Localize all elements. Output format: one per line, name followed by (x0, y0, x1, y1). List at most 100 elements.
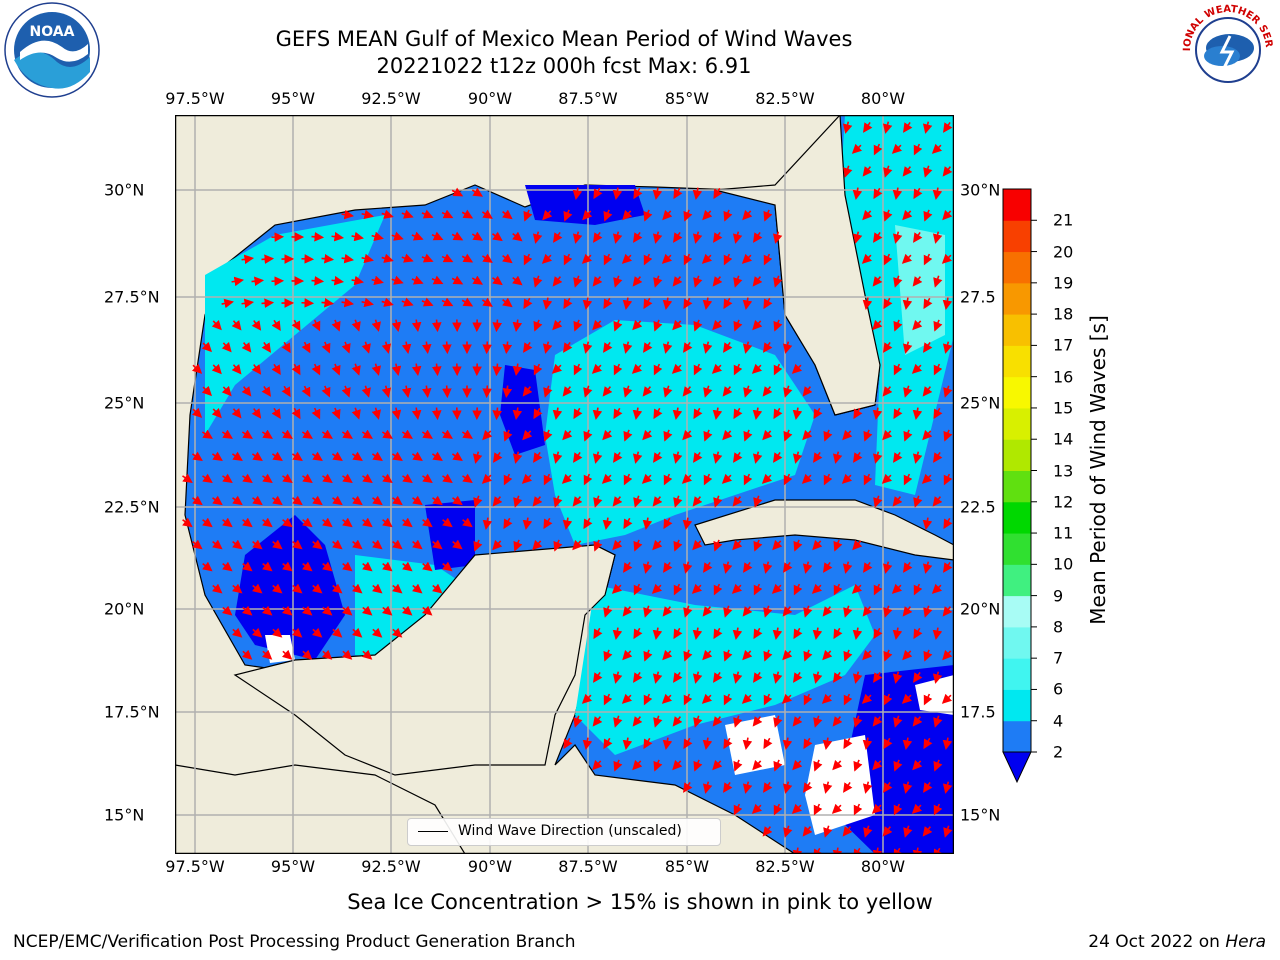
lon-tick-top-8: 80°W (860, 89, 906, 108)
wind-arrow (192, 495, 203, 506)
wind-arrow (883, 165, 893, 178)
wind-arrow (742, 737, 753, 750)
lon-tick-bottom-7: 82.5°W (755, 857, 815, 876)
wind-arrow (652, 539, 663, 551)
wind-arrow (613, 715, 623, 728)
wind-arrow (702, 297, 713, 310)
wind-arrow (702, 649, 713, 661)
wind-arrow (642, 386, 653, 397)
lon-tick-bottom-4: 90°W (467, 857, 513, 876)
wind-arrow (522, 517, 533, 530)
wind-arrow (783, 825, 793, 838)
wind-arrow (361, 429, 373, 439)
wind-arrow (471, 231, 484, 241)
wind-arrow (832, 759, 843, 771)
wind-arrow (802, 386, 813, 397)
wind-arrow (731, 583, 743, 594)
wind-arrow (302, 517, 313, 528)
wind-arrow (262, 517, 273, 528)
wind-arrow (753, 583, 763, 596)
wind-arrow (432, 539, 443, 550)
wind-arrow (322, 517, 333, 528)
wind-arrow (331, 627, 343, 638)
wind-arrow (211, 407, 222, 419)
lat-tick-left-5: 20°N (104, 599, 145, 619)
wind-arrow (622, 341, 633, 354)
wind-arrow (693, 363, 703, 376)
wind-arrow (512, 275, 523, 286)
wind-arrow (851, 143, 863, 154)
wind-arrow (231, 320, 242, 331)
wind-arrow (412, 539, 423, 550)
wind-arrow (853, 803, 863, 816)
wind-arrow (652, 671, 663, 684)
wind-arrow (533, 275, 543, 288)
wind-arrow (803, 649, 813, 662)
wind-arrow (692, 496, 703, 507)
colorbar-tick-label: 12 (1053, 492, 1074, 512)
wind-arrow (702, 737, 713, 750)
wind-arrow (651, 583, 663, 594)
wind-arrow (502, 385, 513, 399)
wind-arrow (241, 386, 252, 397)
wind-arrow (943, 429, 953, 442)
deep-blue-region-1 (235, 515, 345, 660)
wind-arrow (281, 341, 291, 354)
wind-arrow (481, 253, 493, 263)
wind-arrow (893, 363, 903, 376)
wind-arrow (612, 187, 623, 200)
wind-arrow (883, 605, 893, 618)
wind-arrow (271, 407, 281, 419)
wind-arrow (451, 231, 464, 241)
wind-arrow (853, 451, 863, 463)
wind-arrow (563, 297, 573, 310)
colorbar-segment (1003, 251, 1031, 284)
wind-arrow (371, 407, 381, 420)
colorbar-tick-label: 18 (1053, 304, 1074, 324)
wind-arrow (673, 231, 683, 243)
wind-arrow (902, 166, 913, 177)
wind-arrow (411, 363, 422, 377)
wind-arrow (291, 627, 303, 638)
lat-tick-left-3: 25°N (104, 393, 145, 413)
lon-tick-top-5: 87.5°W (558, 89, 618, 108)
wind-arrow (311, 276, 325, 286)
wind-arrow (321, 385, 331, 398)
wind-arrow (431, 451, 443, 461)
wind-arrow (703, 429, 713, 442)
wind-arrow (371, 451, 383, 461)
wind-arrow (812, 627, 823, 640)
wind-arrow (332, 539, 343, 550)
wind-arrow (603, 649, 613, 662)
colorbar-segment (1003, 626, 1031, 659)
wind-arrow (883, 781, 893, 793)
colorbar-segment (1003, 501, 1031, 534)
wind-arrow (922, 386, 933, 397)
wind-arrow (723, 297, 733, 310)
wind-arrow (792, 407, 803, 420)
wind-arrow (751, 803, 763, 814)
wind-arrow (941, 693, 953, 704)
wind-arrow (412, 495, 423, 506)
wind-arrow (892, 187, 903, 200)
wind-arrow (341, 341, 351, 354)
wind-arrow (902, 606, 913, 617)
wind-arrow (652, 496, 663, 507)
colorbar-tick-label: 14 (1053, 429, 1074, 449)
wind-arrow (843, 165, 853, 178)
wind-arrow (643, 341, 653, 353)
wind-arrow (211, 363, 222, 375)
wind-arrow (573, 319, 583, 332)
wind-arrow (632, 319, 643, 331)
wind-arrow (912, 276, 923, 287)
wind-arrow (542, 209, 553, 221)
wind-arrow (591, 363, 603, 374)
wind-arrow (272, 495, 283, 506)
wind-arrow (261, 342, 271, 353)
wind-arrow (722, 429, 733, 441)
wind-arrow (673, 495, 683, 508)
wind-arrow (712, 319, 723, 331)
wind-arrow (221, 385, 232, 397)
wind-arrow (271, 627, 283, 638)
wind-arrow (773, 715, 783, 728)
